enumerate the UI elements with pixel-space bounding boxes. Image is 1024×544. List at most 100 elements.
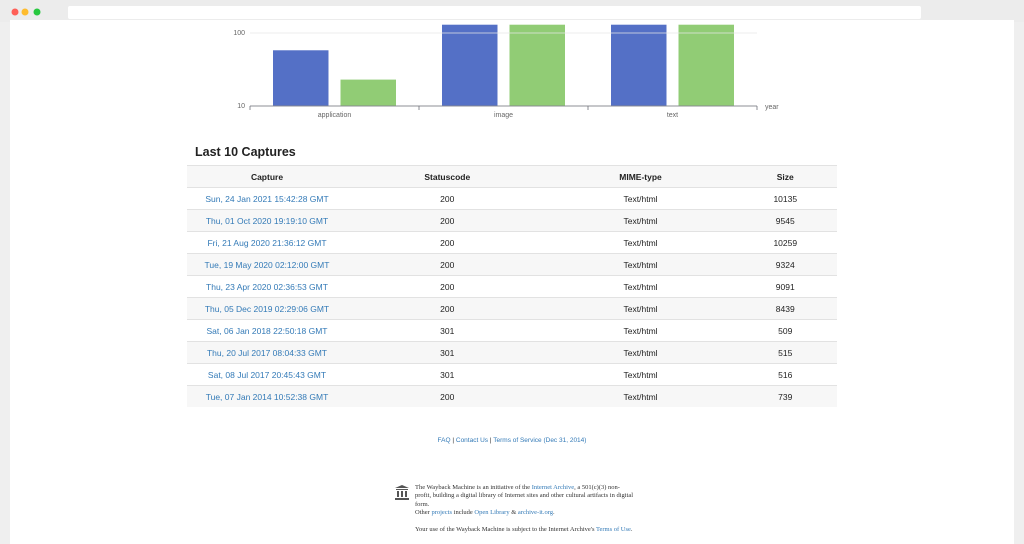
cell: 200 [347, 231, 548, 254]
about-link[interactable]: projects [431, 508, 453, 516]
cell: 10135 [733, 187, 837, 210]
capture-link[interactable]: Sun, 24 Jan 2021 15:42:28 GMT [187, 187, 347, 210]
plot-area [273, 24, 734, 107]
section-title: Last 10 Captures [195, 145, 296, 159]
cell: 301 [347, 363, 548, 386]
about-text: Other [415, 508, 432, 516]
capture-link[interactable]: Thu, 23 Apr 2020 02:36:53 GMT [187, 275, 347, 298]
footer-link[interactable]: FAQ [437, 437, 451, 444]
about-paragraph: Other projects include Open Library & ar… [415, 509, 635, 517]
cell: Text/html [547, 319, 734, 342]
capture-link[interactable]: Tue, 07 Jan 2014 10:52:38 GMT [187, 385, 347, 407]
cell: Text/html [547, 253, 734, 276]
about-text: Your use of the Wayback Machine is subje… [415, 526, 596, 534]
close-button[interactable] [11, 8, 19, 16]
cell: 200 [347, 297, 548, 320]
cell: Text/html [547, 209, 734, 232]
separator: | [452, 437, 455, 444]
capture-row: Sat, 06 Jan 2018 22:50:18 GMT 301 Text/htm… [187, 319, 837, 342]
capture-row: Thu, 05 Dec 2019 02:29:06 GMT 200 Text/htm… [187, 297, 837, 320]
cell: 509 [733, 319, 837, 342]
header-row: Capture Statuscode MIME-type Size [187, 165, 837, 188]
x-tick-label: application [318, 112, 352, 119]
capture-link[interactable]: Thu, 05 Dec 2019 02:29:06 GMT [187, 297, 347, 320]
bar [273, 50, 329, 106]
cell: 301 [347, 341, 548, 364]
x-tick-label: text [667, 112, 678, 119]
cell: 200 [347, 275, 548, 298]
archive-icon [395, 485, 409, 500]
x-tick-label: image [494, 112, 513, 119]
footer-link[interactable]: Terms of Service (Dec 31, 2014) [493, 437, 587, 444]
about-text: The Wayback Machine is an initiative of … [415, 484, 635, 543]
bar [340, 79, 396, 106]
bar [678, 24, 734, 107]
chart: 10 100 application image text year [233, 24, 779, 119]
cell: Text/html [547, 187, 734, 210]
cell: 9091 [733, 275, 837, 298]
capture-row: Tue, 07 Jan 2014 10:52:38 GMT 200 Text/htm… [187, 385, 837, 407]
about-text: . [630, 526, 633, 534]
capture-row: Fri, 21 Aug 2020 21:36:12 GMT 200 Text/htm… [187, 231, 837, 254]
y-tick-label: 10 [237, 103, 245, 110]
footer-link[interactable]: Contact Us [455, 437, 489, 444]
captures-section: Last 10 Captures Capture Statuscode MIME-t… [187, 144, 837, 407]
column-header: Size [733, 165, 837, 188]
about-text: include [452, 508, 475, 516]
capture-row: Thu, 01 Oct 2020 19:19:10 GMT 200 Text/htm… [187, 209, 837, 232]
capture-link[interactable]: Thu, 20 Jul 2017 08:04:33 GMT [187, 341, 347, 364]
bar [611, 24, 667, 107]
about-link[interactable]: Open Library [474, 508, 510, 516]
capture-row: Thu, 23 Apr 2020 02:36:53 GMT 200 Text/htm… [187, 275, 837, 298]
cell: 200 [347, 209, 548, 232]
cell: Text/html [547, 385, 734, 407]
about-paragraph: The Wayback Machine is an initiative of … [415, 484, 635, 509]
cell: Text/html [547, 297, 734, 320]
captures-table: Capture Statuscode MIME-type Size Sun, 24 Ja… [187, 165, 837, 407]
cell: 200 [347, 187, 548, 210]
cell: 200 [347, 385, 548, 407]
minimize-button[interactable] [21, 8, 29, 16]
cell: 10259 [733, 231, 837, 254]
cell: 739 [733, 385, 837, 407]
cell: 515 [733, 341, 837, 364]
cell: 200 [347, 253, 548, 276]
capture-row: Sun, 24 Jan 2021 15:42:28 GMT 200 Text/htm… [187, 187, 837, 210]
capture-link[interactable]: Fri, 21 Aug 2020 21:36:12 GMT [187, 231, 347, 254]
capture-link[interactable]: Sat, 08 Jul 2017 20:45:43 GMT [187, 363, 347, 386]
browser-chrome [0, 0, 1024, 22]
cell: 9324 [733, 253, 837, 276]
cell: Text/html [547, 341, 734, 364]
capture-link[interactable]: Thu, 01 Oct 2020 19:19:10 GMT [187, 209, 347, 232]
about-text: , a 501(c)(3) non-profit, building a dig… [415, 484, 634, 508]
cell: Text/html [547, 275, 734, 298]
capture-link[interactable]: Tue, 19 May 2020 02:12:00 GMT [187, 253, 347, 276]
footer-links: FAQ | Contact Us | Terms of Service (Dec… [0, 437, 1024, 444]
column-header: Statuscode [347, 165, 548, 188]
about-paragraph: Your use of the Wayback Machine is subje… [415, 526, 635, 534]
bar [509, 24, 565, 107]
cell: 516 [733, 363, 837, 386]
separator: | [489, 437, 492, 444]
about-text: The Wayback Machine is an initiative of … [415, 484, 532, 491]
about-link[interactable]: Internet Archive [531, 484, 575, 491]
column-header: MIME-type [547, 165, 734, 188]
about-link[interactable]: Terms of Use [595, 526, 631, 534]
bar [442, 24, 498, 107]
zoom-button[interactable] [33, 8, 41, 16]
x-axis-label: year [765, 104, 779, 111]
address-bar[interactable] [68, 6, 921, 19]
cell: 301 [347, 319, 548, 342]
cell: Text/html [547, 231, 734, 254]
about-text: . [553, 508, 555, 516]
capture-link[interactable]: Sat, 06 Jan 2018 22:50:18 GMT [187, 319, 347, 342]
about-text: & [509, 508, 518, 516]
column-header: Capture [187, 165, 347, 188]
about-link[interactable]: archive-it.org [517, 508, 553, 516]
capture-row: Sat, 08 Jul 2017 20:45:43 GMT 301 Text/htm… [187, 363, 837, 386]
capture-row: Tue, 19 May 2020 02:12:00 GMT 200 Text/htm… [187, 253, 837, 276]
cell: 8439 [733, 297, 837, 320]
capture-row: Thu, 20 Jul 2017 08:04:33 GMT 301 Text/htm… [187, 341, 837, 364]
y-tick-label: 100 [233, 30, 245, 37]
